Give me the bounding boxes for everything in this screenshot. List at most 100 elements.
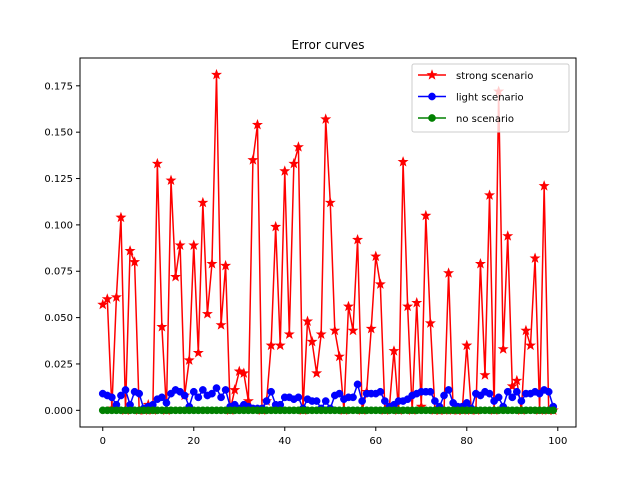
data-point-strong-scenario bbox=[365, 322, 377, 334]
y-tick-label: 0.025 bbox=[44, 359, 73, 370]
data-point-light-scenario bbox=[353, 380, 362, 389]
data-point-strong-scenario bbox=[101, 293, 113, 304]
data-point-light-scenario bbox=[544, 387, 553, 396]
data-point-strong-scenario bbox=[265, 339, 277, 351]
data-point-light-scenario bbox=[508, 393, 517, 402]
data-point-light-scenario bbox=[381, 397, 389, 405]
data-point-strong-scenario bbox=[306, 335, 318, 347]
y-tick-label: 0.075 bbox=[44, 267, 73, 278]
y-tick-label: 0.050 bbox=[44, 313, 73, 324]
x-tick-label: 20 bbox=[187, 436, 200, 447]
data-point-light-scenario bbox=[444, 386, 453, 394]
data-point-strong-scenario bbox=[201, 308, 213, 319]
data-point-strong-scenario bbox=[197, 196, 209, 208]
data-point-strong-scenario bbox=[170, 271, 182, 282]
data-point-strong-scenario bbox=[443, 267, 455, 278]
data-point-no-scenario bbox=[549, 406, 558, 415]
y-axis: 0.000 0.025 0.050 0.075 0.100 0.125 0.150 0.175 bbox=[44, 81, 80, 417]
data-point-strong-scenario bbox=[115, 211, 127, 223]
data-point-light-scenario bbox=[208, 389, 216, 398]
data-point-light-scenario bbox=[517, 397, 526, 405]
legend-marker-no-scenario bbox=[428, 114, 436, 122]
data-point-light-scenario bbox=[376, 387, 385, 396]
data-point-light-scenario bbox=[221, 386, 230, 394]
data-point-strong-scenario bbox=[520, 324, 532, 336]
data-point-strong-scenario bbox=[525, 339, 536, 351]
y-tick-label: 0.000 bbox=[44, 406, 73, 417]
data-point-light-scenario bbox=[121, 386, 130, 394]
data-point-strong-scenario bbox=[124, 245, 136, 256]
data-point-strong-scenario bbox=[479, 369, 491, 380]
data-point-light-scenario bbox=[162, 399, 171, 407]
data-point-strong-scenario bbox=[206, 258, 218, 269]
legend-marker-light-scenario bbox=[428, 92, 436, 101]
data-point-light-scenario bbox=[512, 387, 521, 396]
data-point-light-scenario bbox=[217, 393, 225, 402]
data-point-strong-scenario bbox=[402, 300, 414, 312]
data-point-strong-scenario bbox=[424, 317, 436, 328]
series-light-scenario bbox=[98, 380, 558, 413]
data-point-light-scenario bbox=[267, 387, 275, 396]
data-point-strong-scenario bbox=[311, 367, 323, 378]
data-point-strong-scenario bbox=[529, 252, 541, 263]
data-point-strong-scenario bbox=[229, 384, 241, 395]
data-point-strong-scenario bbox=[497, 343, 509, 354]
plot-frame bbox=[79, 57, 577, 428]
data-point-strong-scenario bbox=[238, 367, 250, 378]
data-point-strong-scenario bbox=[279, 165, 291, 176]
data-point-strong-scenario bbox=[156, 321, 168, 332]
data-point-strong-scenario bbox=[174, 239, 186, 250]
data-point-strong-scenario bbox=[484, 189, 496, 200]
data-point-light-scenario bbox=[349, 393, 357, 402]
data-point-strong-scenario bbox=[188, 239, 200, 250]
data-point-strong-scenario bbox=[292, 141, 304, 152]
data-point-strong-scenario bbox=[183, 354, 195, 365]
data-point-light-scenario bbox=[494, 393, 503, 402]
data-point-strong-scenario bbox=[474, 258, 486, 269]
data-point-strong-scenario bbox=[420, 209, 432, 221]
legend-label-light-scenario: light scenario bbox=[456, 93, 524, 104]
data-point-strong-scenario bbox=[502, 230, 514, 241]
data-point-light-scenario bbox=[426, 387, 435, 396]
data-point-strong-scenario bbox=[247, 154, 259, 165]
data-point-strong-scenario bbox=[110, 291, 122, 302]
data-point-strong-scenario bbox=[283, 328, 295, 339]
data-point-strong-scenario bbox=[324, 196, 336, 208]
data-point-strong-scenario bbox=[270, 220, 282, 232]
data-point-strong-scenario bbox=[347, 324, 359, 336]
data-point-strong-scenario bbox=[342, 300, 354, 312]
data-point-strong-scenario bbox=[329, 324, 341, 336]
data-point-light-scenario bbox=[294, 393, 303, 402]
data-point-light-scenario bbox=[312, 397, 321, 405]
data-point-light-scenario bbox=[321, 397, 330, 405]
series-line-strong-scenario bbox=[102, 73, 554, 412]
legend-box bbox=[411, 63, 570, 133]
legend: strong scenario light scenario no scenario bbox=[411, 63, 570, 133]
data-point-strong-scenario bbox=[302, 315, 314, 326]
data-point-strong-scenario bbox=[165, 174, 177, 186]
data-point-strong-scenario bbox=[370, 250, 382, 262]
legend-label-strong-scenario: strong scenario bbox=[456, 71, 533, 82]
data-point-light-scenario bbox=[108, 393, 116, 402]
data-point-strong-scenario bbox=[288, 157, 300, 169]
data-point-light-scenario bbox=[503, 387, 512, 396]
data-point-strong-scenario bbox=[352, 233, 364, 245]
data-point-light-scenario bbox=[158, 393, 166, 402]
x-tick-label: 60 bbox=[369, 436, 382, 447]
data-point-strong-scenario bbox=[511, 374, 523, 386]
data-point-light-scenario bbox=[117, 391, 125, 400]
legend-label-no-scenario: no scenario bbox=[456, 114, 514, 125]
data-point-strong-scenario bbox=[315, 328, 327, 339]
data-point-strong-scenario bbox=[233, 365, 245, 377]
x-tick-label: 0 bbox=[100, 436, 106, 447]
data-point-strong-scenario bbox=[215, 319, 227, 330]
data-point-strong-scenario bbox=[192, 347, 204, 358]
data-point-light-scenario bbox=[431, 397, 439, 405]
y-tick-label: 0.125 bbox=[44, 174, 73, 185]
data-point-strong-scenario bbox=[211, 68, 222, 80]
data-point-light-scenario bbox=[335, 389, 344, 398]
data-point-strong-scenario bbox=[538, 180, 550, 191]
data-point-light-scenario bbox=[180, 391, 189, 400]
data-point-light-scenario bbox=[189, 387, 198, 396]
